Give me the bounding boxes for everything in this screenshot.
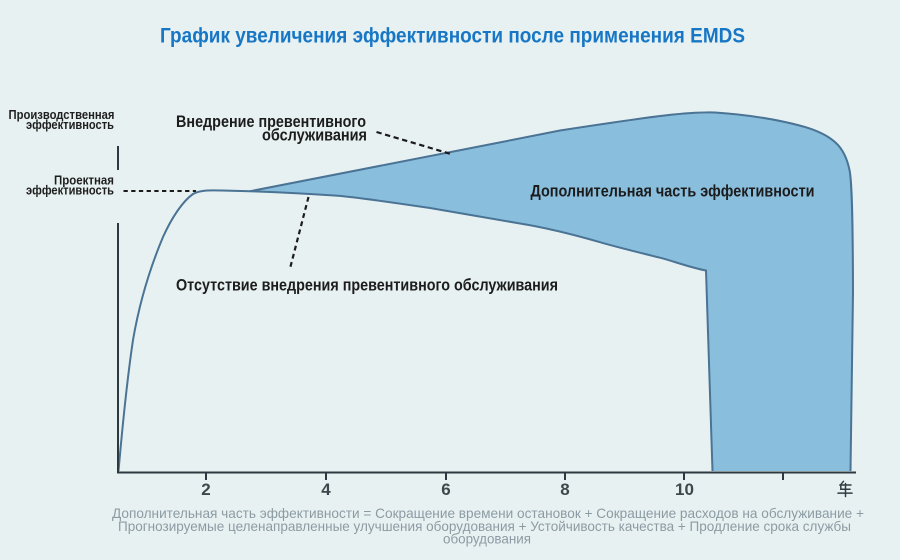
svg-text:Дополнительная часть эффективн: Дополнительная часть эффективности = Сок… (112, 506, 864, 521)
svg-text:Внедрение превентивного: Внедрение превентивного (176, 113, 366, 131)
svg-text:Прогнозируемые целенаправленны: Прогнозируемые целенаправленные улучшени… (118, 519, 851, 534)
svg-text:эффективность: эффективность (26, 117, 114, 132)
svg-text:Дополнительная часть эффективн: Дополнительная часть эффективности (531, 183, 815, 201)
svg-text:оборудования: оборудования (443, 531, 531, 546)
svg-text:10: 10 (675, 480, 694, 499)
svg-text:эффективность: эффективность (26, 182, 114, 197)
svg-text:обслуживания: обслуживания (262, 127, 367, 145)
svg-text:Отсутствие внедрения превентив: Отсутствие внедрения превентивного обслу… (176, 277, 558, 295)
svg-text:8: 8 (560, 480, 569, 499)
svg-text:4: 4 (321, 480, 331, 499)
svg-text:Производственная: Производственная (9, 107, 115, 122)
svg-text:2: 2 (201, 480, 210, 499)
svg-text:График увеличения эффективност: График увеличения эффективности после пр… (160, 25, 745, 48)
svg-text:Проектная: Проектная (54, 172, 114, 187)
svg-text:6: 6 (441, 480, 450, 499)
